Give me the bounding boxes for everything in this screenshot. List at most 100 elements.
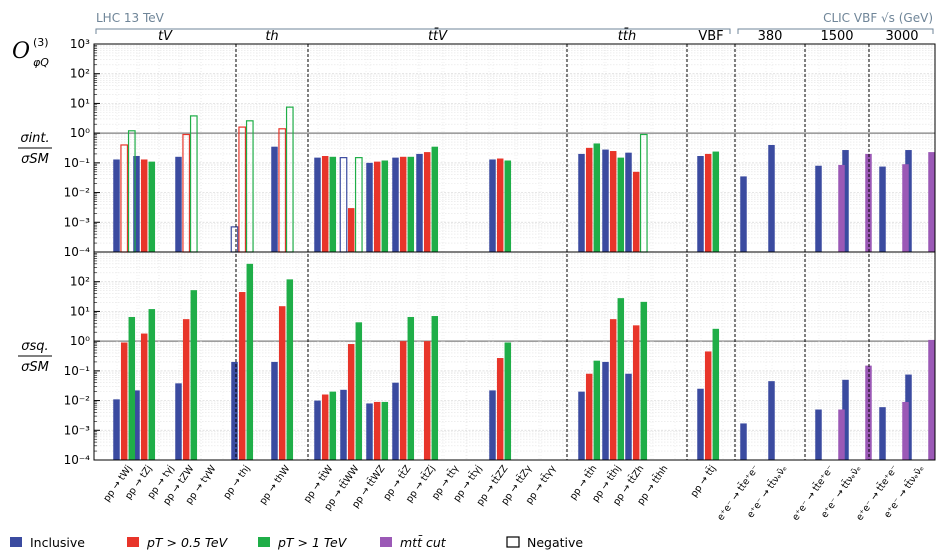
operator-sub: φQ <box>33 56 49 69</box>
bar-sq-2-3 <box>190 290 198 460</box>
panel-ylabel-denominator: σSM <box>21 152 49 167</box>
bar-int-0-9 <box>366 162 373 252</box>
legend-swatch-3 <box>380 537 392 547</box>
panel-ylabel-denominator: σSM <box>21 360 49 375</box>
bar-sq-0-10 <box>392 382 399 460</box>
group-label-6: 1500 <box>820 29 853 44</box>
bar-int-1-10 <box>399 156 407 252</box>
bar-int-1-8 <box>347 208 355 252</box>
bar-int-2-6 <box>285 106 294 253</box>
bar-sq-2-6 <box>286 279 294 460</box>
clic-label: CLIC VBF √s (GeV) <box>823 11 933 25</box>
bar-int-0-1 <box>133 156 140 252</box>
bar-sq-2-11 <box>431 316 439 460</box>
bar-int-1-18 <box>609 151 617 252</box>
bar-sq-0-19 <box>625 373 632 460</box>
bar-int-3-25 <box>865 153 872 252</box>
x-tick-label: pp → tt̄j <box>688 463 718 499</box>
panel-frame-1 <box>93 251 936 461</box>
bar-int-2-11 <box>431 146 439 252</box>
bar-sq-0-8 <box>340 389 347 460</box>
lhc-bracket <box>95 28 731 34</box>
y-tick-label: 10⁻¹ <box>64 156 91 170</box>
bar-sq-2-5 <box>246 263 254 460</box>
bar-sq-1-7 <box>321 394 329 460</box>
group-label-0: tV <box>158 29 173 44</box>
x-tick-label: pp → thW <box>258 463 293 507</box>
bar-int-3-26 <box>902 164 909 252</box>
bar-int-0-22 <box>740 176 747 252</box>
bar-int-1-11 <box>423 152 431 252</box>
bar-sq-0-7 <box>314 400 321 460</box>
bar-sq-2-17 <box>593 360 601 460</box>
bar-sq-1-8 <box>347 344 355 460</box>
bar-int-1-7 <box>321 156 329 252</box>
bar-int-0-19 <box>625 152 632 252</box>
bar-sq-2-8 <box>355 322 363 460</box>
bar-int-1-9 <box>373 161 381 252</box>
bar-sq-2-18 <box>617 298 625 460</box>
bar-sq-1-14 <box>496 358 504 460</box>
bar-sq-2-1 <box>148 309 156 460</box>
bar-sq-0-22 <box>740 423 747 460</box>
y-tick-label: 10² <box>70 67 90 81</box>
y-tick-label: 10⁻³ <box>64 215 91 229</box>
bar-int-3-24 <box>838 164 845 252</box>
bar-int-2-5 <box>245 120 254 253</box>
bar-sq-0-5 <box>231 361 238 460</box>
bar-sq-2-14 <box>504 342 512 460</box>
bar-sq-0-25 <box>842 379 849 460</box>
clic-bracket <box>737 28 934 34</box>
bar-sq-0-24 <box>815 409 822 460</box>
legend-swatch-1 <box>127 537 139 547</box>
bar-sq-1-17 <box>585 373 593 460</box>
x-tick-label: pp → thj <box>221 463 252 501</box>
bar-int-0-21 <box>697 156 704 252</box>
group-label-3: tt̄h <box>618 29 636 44</box>
bar-sq-1-6 <box>278 306 286 460</box>
bar-sq-1-5 <box>238 292 246 460</box>
bar-sq-3-24 <box>838 409 845 460</box>
bar-int-0-24 <box>815 165 822 252</box>
bar-int-2-9 <box>381 160 389 252</box>
y-tick-label: 10⁻² <box>64 186 91 200</box>
bar-sq-0-17 <box>578 391 585 460</box>
bar-int-1-21 <box>704 153 712 252</box>
operator-label: O <box>12 39 30 64</box>
bar-int-0-26 <box>879 166 886 252</box>
bar-int-0-11 <box>416 153 423 252</box>
bar-int-0-7 <box>314 157 321 252</box>
bar-int-1-0 <box>120 144 129 253</box>
frame-layer <box>93 43 936 461</box>
group-label-7: 3000 <box>885 29 918 44</box>
bar-int-2-21 <box>712 151 720 252</box>
bar-sq-2-0 <box>128 316 136 460</box>
bar-int-2-1 <box>148 161 156 252</box>
bar-int-2-7 <box>329 156 337 252</box>
y-tick-label: 10³ <box>70 37 90 51</box>
group-label-1: th <box>265 29 278 44</box>
bar-int-2-14 <box>504 160 512 252</box>
bar-sq-3-27 <box>928 339 935 460</box>
bar-sq-1-18 <box>609 319 617 460</box>
legend-layer: Inclusive pT > 0.5 TeV pT > 1 TeV mtt̄ cut N… <box>10 535 583 550</box>
bar-sq-0-3 <box>175 383 182 460</box>
panel-ylabel-numerator: σsq. <box>21 339 48 354</box>
bar-sq-0-0 <box>113 399 120 460</box>
bar-int-0-5 <box>230 226 239 253</box>
bar-int-2-3 <box>189 115 198 253</box>
y-tick-label: 10¹ <box>70 96 90 110</box>
bar-int-0-3 <box>175 156 182 252</box>
bar-sq-1-9 <box>373 401 381 460</box>
bar-sq-1-11 <box>423 341 431 460</box>
y-tick-label: 10⁰ <box>70 334 90 348</box>
bar-sq-1-10 <box>399 341 407 460</box>
bar-sq-0-18 <box>602 361 609 460</box>
bar-sq-0-9 <box>366 403 373 460</box>
legend-label-0: Inclusive <box>30 535 85 550</box>
y-tick-label: 10⁻² <box>64 394 91 408</box>
bar-int-1-1 <box>140 159 148 252</box>
group-label-4: VBF <box>698 29 723 44</box>
y-tick-label: 10¹ <box>70 304 90 318</box>
y-tick-label: 10⁰ <box>70 126 90 140</box>
